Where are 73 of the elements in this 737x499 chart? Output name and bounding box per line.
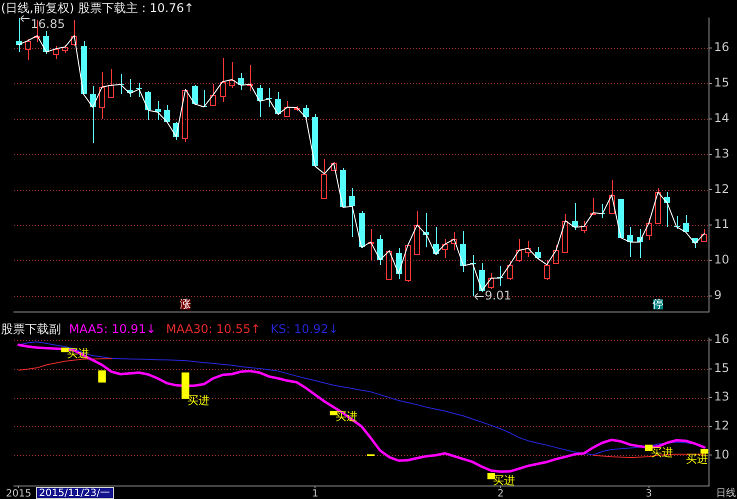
candlestick — [627, 226, 633, 258]
candlestick — [275, 92, 281, 116]
y-tick-label: 9 — [714, 288, 722, 302]
y-tick-label: 16 — [714, 40, 730, 54]
series-label: MAA5: 10.91↓ — [69, 322, 156, 336]
annotation: 9.01 — [484, 288, 512, 303]
y-tick-label: 11 — [714, 217, 730, 232]
chart-title: 股票下载副 — [1, 322, 61, 336]
candlestick — [331, 162, 337, 171]
candlestick — [414, 210, 420, 256]
x-tick-label: 3 — [646, 488, 652, 499]
candlestick — [368, 228, 374, 260]
text: KS: 10.92↓ — [270, 322, 338, 336]
y-tick-label: 15 — [714, 360, 730, 375]
candlestick — [683, 214, 689, 232]
data-label: 买进 — [493, 474, 516, 488]
bar — [98, 370, 106, 383]
x-tick-label: 2015 — [6, 488, 32, 499]
candlestick — [516, 238, 522, 262]
bar — [700, 448, 708, 454]
candlestick — [303, 104, 309, 120]
data-label: 买进 — [66, 347, 89, 360]
candlestick — [99, 72, 105, 120]
bar — [61, 348, 69, 352]
bar — [487, 472, 496, 480]
data-label: 买进 — [686, 452, 708, 466]
candlestick — [257, 84, 263, 118]
candlestick — [25, 38, 31, 60]
y-tick-label: 13 — [714, 146, 730, 160]
candlestick — [377, 234, 383, 266]
y-tick-label: 12 — [714, 418, 730, 433]
x-tick-label: 1 — [312, 488, 318, 499]
candlestick — [43, 30, 49, 54]
candlestick — [294, 108, 300, 112]
bar — [182, 372, 190, 399]
candlestick — [229, 62, 235, 88]
candlestick — [460, 230, 466, 272]
candlestick — [210, 84, 216, 106]
chart-title: (日线,前复权) 股票下载主 : 10.76↑ — [1, 1, 194, 16]
text: 日线 — [716, 487, 736, 499]
data-label: 买进 — [187, 394, 210, 407]
x-tick-label: 2 — [497, 488, 504, 499]
candlestick — [155, 100, 161, 120]
text: MAA30: 10.55↑ — [166, 322, 261, 336]
candlestick — [321, 158, 327, 199]
text: 2015/11/23/一 — [39, 488, 110, 499]
y-tick-label: 13 — [714, 390, 730, 404]
y-tick-label: 16 — [714, 332, 730, 346]
y-tick-label: 12 — [714, 182, 730, 196]
data-label: 停 — [652, 298, 664, 311]
y-tick-label: 14 — [714, 111, 730, 126]
candlestick — [646, 218, 652, 240]
candlestick — [590, 198, 596, 215]
candlestick — [145, 90, 151, 120]
candlestick — [525, 240, 531, 258]
y-tick-label: 15 — [714, 76, 730, 90]
candlestick — [136, 82, 142, 98]
data-label: 涨 — [180, 298, 191, 311]
candlestick — [442, 238, 448, 258]
bar — [644, 444, 653, 451]
candlestick — [266, 88, 272, 108]
candlestick — [535, 246, 541, 260]
y-tick-label: 10 — [714, 447, 730, 462]
candlestick — [247, 64, 253, 92]
candlestick — [220, 58, 226, 102]
candlestick — [71, 20, 77, 46]
candlestick — [451, 232, 457, 250]
candlestick — [164, 104, 170, 122]
y-tick-label: 10 — [714, 252, 730, 267]
candlestick — [349, 188, 355, 238]
candlestick — [108, 68, 114, 98]
candlestick — [609, 180, 615, 214]
candlestick — [192, 84, 198, 106]
